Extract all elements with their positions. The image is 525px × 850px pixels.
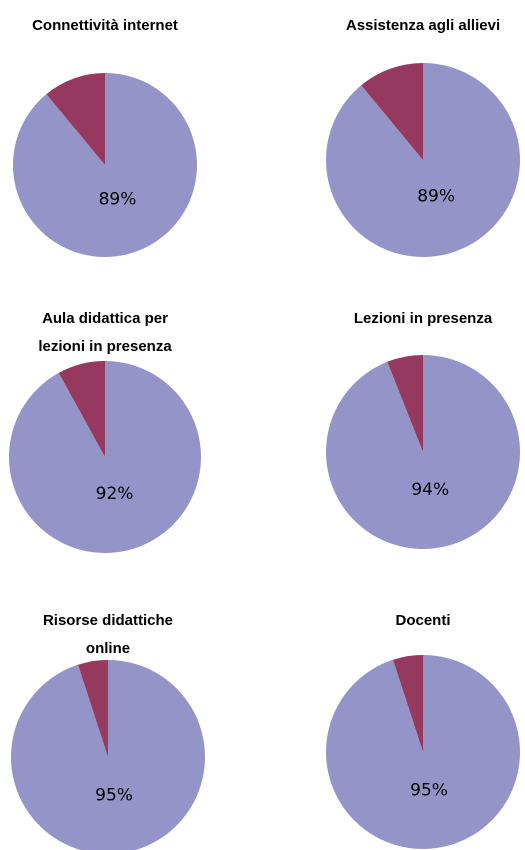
pie-slice (361, 63, 423, 160)
pie-slice (13, 73, 198, 257)
data-label: 92% (96, 484, 134, 504)
pie-slice (58, 361, 105, 457)
pie-slice (326, 355, 520, 549)
data-label: 95% (410, 780, 448, 800)
chart-title: Aula didattica per lezioni in presenza (38, 310, 172, 355)
pie-slice (46, 73, 105, 165)
chart-title: Lezioni in presenza (353, 310, 493, 327)
pie-slice (325, 63, 520, 257)
pie-slice (9, 361, 202, 553)
pie-slice (78, 660, 108, 757)
data-label: 89% (99, 190, 137, 210)
data-label: 94% (411, 480, 449, 500)
pie-slice (387, 355, 423, 452)
data-label: 89% (417, 187, 455, 207)
chart-title: Connettività internet (32, 17, 178, 34)
pie-slice (325, 655, 520, 850)
chart-title: Assistenza agli allievi (345, 17, 501, 34)
chart-title: Docenti (395, 612, 451, 629)
pie-slice (393, 655, 423, 752)
pie-slice (10, 660, 205, 850)
chart-title: Risorse didattiche online (42, 612, 174, 657)
data-label: 95% (95, 785, 133, 805)
